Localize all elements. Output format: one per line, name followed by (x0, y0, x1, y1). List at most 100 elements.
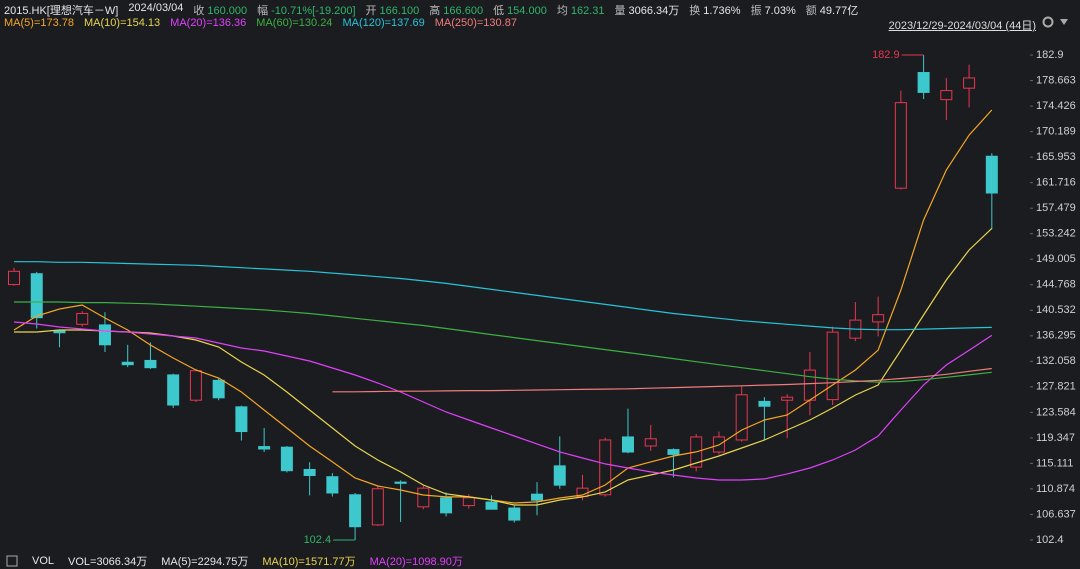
chart: 182.9 178.663 174.426 170.189 165.953 161.716… (8, 49, 1076, 546)
quote-field: 额 49.77亿 (806, 2, 859, 18)
y-tick-label: 110.874 (1036, 483, 1075, 495)
field-value: 166.100 (379, 5, 420, 17)
vol-item: VOL=3066.34万 (68, 556, 148, 568)
candle-body (894, 102, 907, 189)
ma-line (14, 227, 993, 506)
candle-body (485, 501, 498, 510)
field-value: 154.000 (507, 5, 547, 17)
y-tick-label: 132.058 (1036, 355, 1076, 367)
dropdown-icon[interactable] (1060, 19, 1068, 25)
candle-body (235, 406, 248, 433)
y-tick-label: 136.295 (1036, 330, 1076, 342)
candle-body (280, 446, 293, 472)
field-value: 1.736% (703, 5, 741, 17)
candle-body (963, 77, 976, 89)
candle-body (599, 439, 612, 496)
date-range[interactable]: 2023/12/29-2024/03/04 (44日) (888, 20, 1036, 32)
vol-title: VOL (32, 555, 55, 567)
candle-body (462, 497, 475, 507)
y-tick-label: 178.663 (1036, 74, 1076, 86)
y-tick-label: 115.111 (1036, 457, 1073, 469)
candle-body (826, 331, 839, 401)
y-tick-label: 106.637 (1036, 508, 1076, 520)
ma-line (14, 261, 992, 331)
candle-body (394, 481, 407, 484)
min-label: 102.4 (304, 534, 332, 546)
legend-entry: MA(250)=130.87 (434, 17, 517, 29)
field-label: 开 (365, 5, 377, 17)
candle-body (121, 361, 134, 366)
field-value: 166.600 (443, 5, 484, 17)
candle-body (417, 487, 430, 508)
field-label: 均 (556, 5, 568, 17)
quote-field: 收 160.000 (193, 2, 247, 18)
field-value: 7.03% (764, 5, 796, 17)
y-tick-label: 123.584 (1036, 406, 1076, 418)
quote-field: 振 7.03% (751, 2, 796, 18)
y-tick-label: 174.426 (1036, 100, 1076, 112)
candle-body (349, 494, 362, 528)
field-label: 额 (805, 5, 817, 17)
candle-body (508, 507, 521, 521)
candle-body (98, 324, 111, 346)
y-tick-label: 119.347 (1036, 432, 1075, 444)
vol-item: MA(10)=1571.77万 (262, 556, 356, 568)
y-tick-label: 157.479 (1036, 202, 1076, 214)
candle-body (303, 468, 316, 477)
y-tick-label: 149.005 (1036, 253, 1076, 265)
field-label: 量 (614, 5, 626, 17)
settings-icons[interactable] (1042, 15, 1072, 29)
field-value: 3066.34万 (628, 5, 680, 17)
candle-body (144, 359, 157, 369)
candle-body (985, 155, 998, 194)
legend-entry: MA(5)=173.78 (4, 17, 75, 29)
legend-entry: MA(120)=137.69 (342, 17, 425, 29)
legend-entry: MA(20)=136.36 (170, 17, 247, 29)
vol-icon-box (6, 555, 18, 567)
vol-icon (6, 555, 18, 567)
quote-field: 高 166.600 (429, 2, 483, 18)
candle-body (189, 370, 202, 401)
y-tick-label: 102.4 (1036, 534, 1064, 546)
candle-body (940, 90, 953, 101)
candle-body (326, 476, 339, 494)
candle-body (30, 273, 43, 319)
y-tick-label: 144.768 (1036, 279, 1076, 291)
field-label: 收 (193, 5, 205, 17)
ma-legend: MA(5)=173.78 MA(10)=154.13 MA(20)=136.36 MA… (4, 17, 517, 29)
quote-field: 均 162.31 (557, 2, 605, 18)
candle-body (8, 270, 20, 286)
candle-body (371, 488, 384, 526)
y-tick-label: 127.821 (1036, 381, 1076, 393)
gear-icon[interactable] (1042, 16, 1054, 28)
y-tick-label: 140.532 (1036, 304, 1076, 316)
field-label: 换 (689, 5, 701, 17)
ma-line (332, 367, 992, 393)
field-label: 高 (429, 5, 441, 17)
candle-body (803, 369, 816, 401)
candle-body (758, 400, 771, 407)
candle-body (667, 449, 680, 455)
quote-field: 低 154.000 (493, 2, 547, 18)
y-tick-label: 165.953 (1036, 151, 1076, 163)
candle-body (644, 438, 657, 447)
ma-line (13, 109, 993, 504)
candle-body (440, 497, 453, 514)
legend-entry: MA(10)=154.13 (84, 17, 161, 29)
candle-body (258, 446, 271, 450)
candle-body (553, 465, 566, 486)
y-tick-label: 153.242 (1036, 228, 1076, 240)
symbol: 2015.HK[理想汽车－W] (4, 5, 119, 17)
ma-line (13, 321, 993, 481)
quote-field: 开 166.100 (366, 2, 420, 18)
candle-body (872, 314, 885, 323)
candle-body (531, 493, 544, 501)
vol-item: MA(20)=1098.90万 (369, 556, 463, 568)
quote-header: 2015.HK[理想汽车－W] 2024/03/04 收 160.000 幅 -10.… (4, 2, 858, 18)
candle-body (167, 374, 180, 406)
field-value: 49.77亿 (819, 5, 859, 17)
ma-line (14, 301, 992, 383)
y-tick-label: 170.189 (1036, 126, 1076, 138)
vol-item: MA(5)=2294.75万 (161, 556, 249, 568)
